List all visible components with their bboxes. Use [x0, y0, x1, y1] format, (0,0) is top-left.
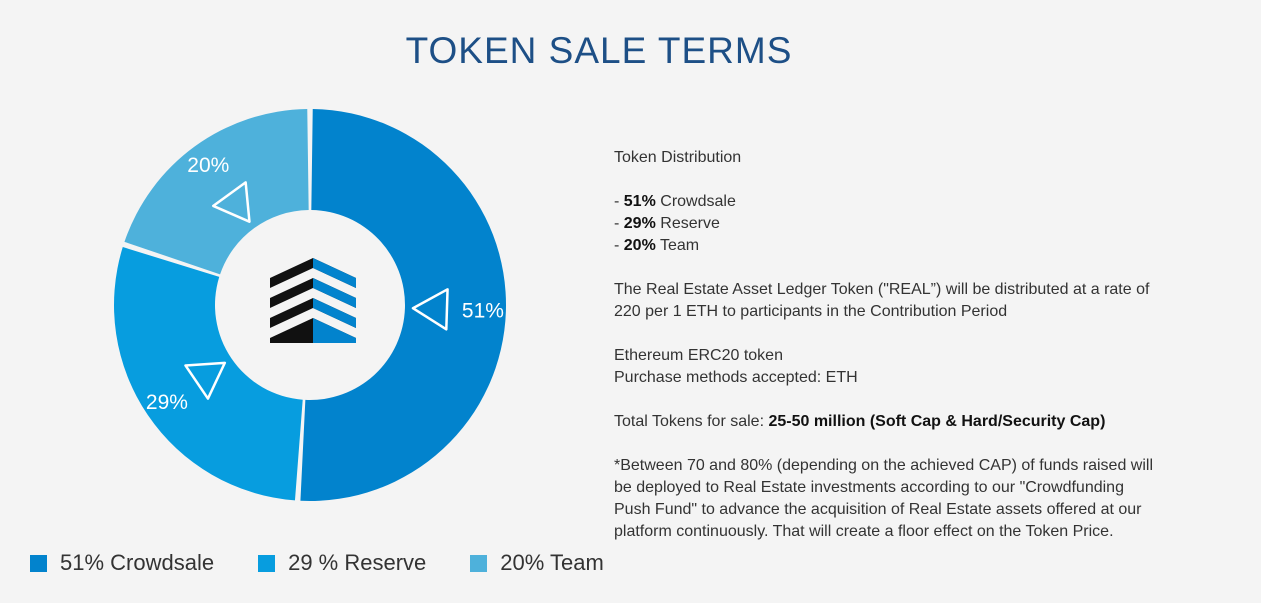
chart-legend: 51% Crowdsale 29 % Reserve 20% Team	[30, 548, 648, 578]
logo-icon	[270, 258, 356, 343]
note-line-1: *Between 70 and 80% (depending on the ac…	[614, 457, 1154, 474]
purchase-methods-text: Purchase methods accepted: ETH	[614, 369, 858, 386]
legend-item-team: 20% Team	[470, 550, 604, 576]
legend-label-reserve: 29 % Reserve	[288, 550, 427, 575]
distribution-heading: Token Distribution	[614, 149, 742, 166]
note-line-4: platform continuously. That will create …	[614, 523, 1114, 540]
slice-label-team: 20%	[187, 154, 229, 177]
total-tokens-value: 25-50 million (Soft Cap & Hard/Security …	[768, 413, 1106, 430]
page-title: TOKEN SALE TERMS	[405, 30, 793, 71]
legend-swatch-reserve	[258, 554, 276, 572]
legend-item-crowdsale: 51% Crowdsale	[30, 550, 214, 576]
distribution-item-reserve: - 29% Reserve	[614, 215, 720, 232]
slice-label-reserve: 29%	[146, 391, 188, 414]
legend-label-crowdsale: 51% Crowdsale	[60, 550, 215, 575]
legend-label-team: 20% Team	[500, 550, 604, 575]
token-type-text: Ethereum ERC20 token	[614, 347, 783, 364]
legend-item-reserve: 29 % Reserve	[258, 550, 426, 576]
slice-label-crowdsale: 51%	[462, 299, 504, 322]
total-tokens-text: Total Tokens for sale: 25-50 million (So…	[614, 413, 1106, 430]
rate-text-line-1: The Real Estate Asset Ledger Token ("REA…	[614, 281, 1150, 298]
donut-slice-team	[124, 109, 309, 275]
rate-text-line-2: 220 per 1 ETH to participants in the Con…	[614, 303, 1008, 320]
distribution-item-crowdsale: - 51% Crowdsale	[614, 193, 736, 210]
pointer-arrow-crowdsale	[411, 288, 449, 331]
donut-chart: 51% 29% 20%	[114, 109, 507, 502]
note-line-2: be deployed to Real Estate investments a…	[614, 479, 1124, 496]
distribution-item-team: - 20% Team	[614, 237, 700, 254]
pointer-arrow-reserve	[184, 361, 227, 400]
donut-slice-crowdsale	[300, 109, 507, 502]
legend-swatch-team	[470, 554, 488, 572]
pointer-arrow-team	[212, 181, 251, 223]
legend-swatch-crowdsale	[30, 554, 47, 572]
note-line-3: Push Fund" to advance the acquisition of…	[614, 501, 1142, 518]
sale-terms-text: Token Distribution - 51% Crowdsale - 29%…	[614, 147, 1194, 543]
